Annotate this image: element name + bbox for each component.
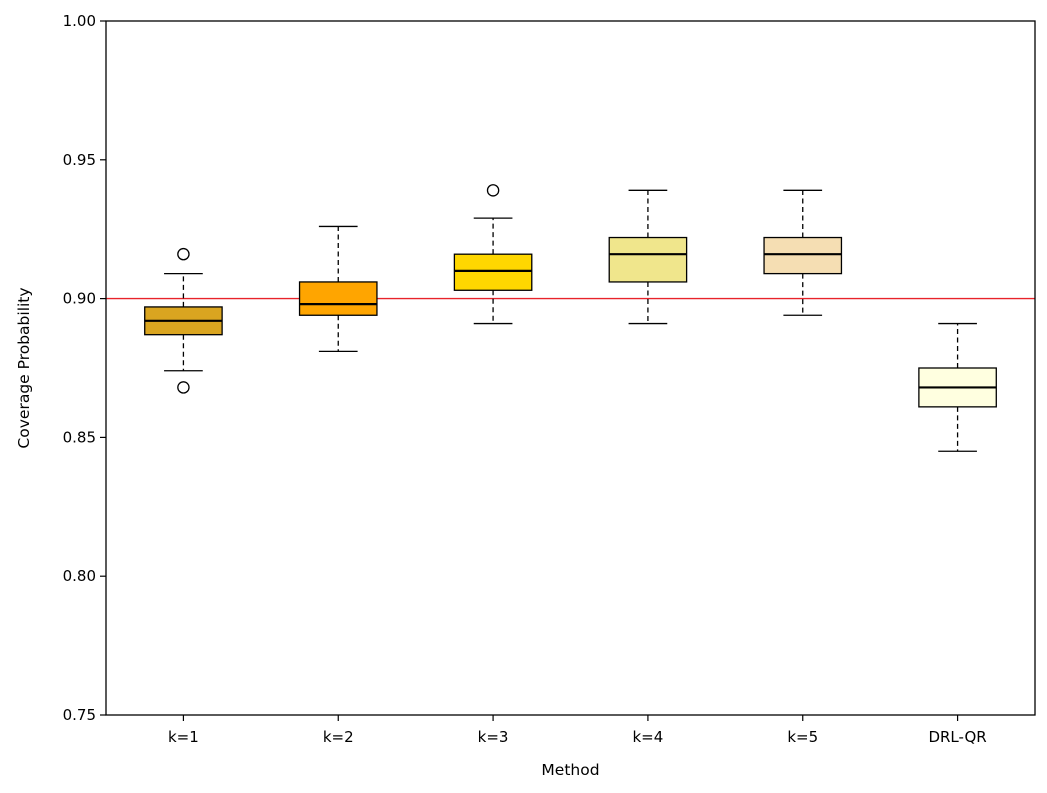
y-tick-label: 0.90 [63,290,96,308]
box-k-2 [298,225,378,352]
box-k-3 [453,184,533,325]
x-axis-label: Method [541,761,599,779]
x-tick-label: k=2 [323,728,354,746]
box-k-1 [144,247,223,394]
y-tick-label: 0.75 [63,706,96,724]
iqr-box [763,236,843,275]
box-k-5 [763,189,843,316]
y-tick-label: 1.00 [63,12,96,30]
x-tick-label: k=5 [787,728,818,746]
iqr-box [298,281,378,316]
y-tick-label: 0.80 [63,567,96,585]
y-tick-label: 0.95 [63,151,96,169]
y-axis-label: Coverage Probability [15,287,33,448]
iqr-box [453,253,533,291]
x-tick-label: k=1 [168,728,199,746]
x-tick-label: k=3 [478,728,509,746]
box-k-4 [608,189,688,325]
x-tick-label: k=4 [633,728,664,746]
outlier-point [177,247,190,261]
box-drl-qr [918,322,997,452]
y-tick-label: 0.85 [63,428,96,446]
outlier-point [177,381,190,394]
outlier-point [486,184,500,197]
iqr-box [608,236,688,283]
plot-frame [105,20,1036,716]
x-tick-label: DRL-QR [928,728,986,746]
